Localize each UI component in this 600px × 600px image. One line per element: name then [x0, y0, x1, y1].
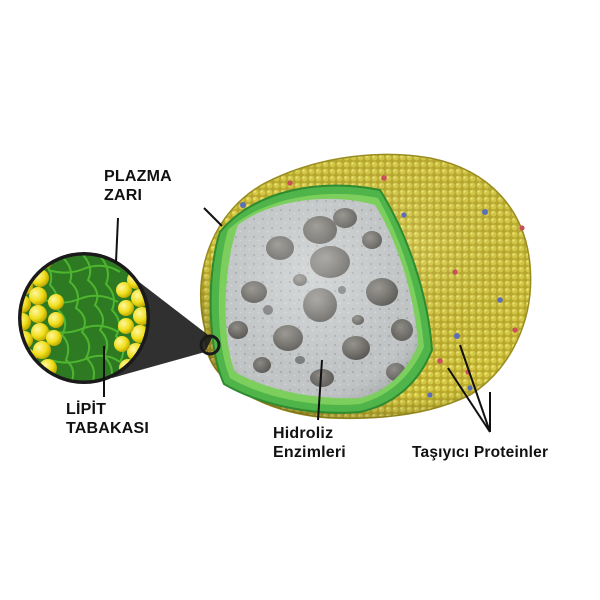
lipid-bilayer-inset — [18, 252, 221, 384]
pointer-transport-protein-2 — [447, 367, 491, 433]
transport-proteins-label-text: Taşıyıcı Proteinler — [412, 444, 549, 461]
hydrolytic-enzymes-label: Hidroliz Enzimleri — [273, 425, 346, 463]
pointer-lines — [103, 207, 491, 433]
plasma-membrane-label-line-1: PLAZMA — [104, 168, 172, 185]
transport-proteins-label: Taşıyıcı Proteinler — [412, 444, 548, 462]
pointer-plasma-membrane — [115, 217, 119, 263]
hydrolytic-enzymes-label-line-1: Hidroliz — [273, 425, 334, 442]
lipid-layer-label-line-1: LİPİT — [66, 401, 107, 418]
plasma-membrane-label: PLAZMA ZARI — [104, 168, 172, 206]
hydrolytic-enzymes-label-line-2: Enzimleri — [273, 443, 346, 461]
pointer-hydrolytic-enzymes — [317, 359, 323, 421]
pointer-plasma-membrane-cell — [203, 207, 223, 227]
pointer-transport-protein-1 — [459, 344, 491, 433]
transport-proteins — [240, 175, 525, 398]
lysosome-interior — [225, 198, 418, 399]
plasma-membrane-label-line-2: ZARI — [104, 186, 143, 204]
lipid-layer-label: LİPİT TABAKASI — [66, 401, 149, 439]
lysosome — [199, 153, 532, 420]
lipid-layer-label-line-2: TABAKASI — [66, 419, 150, 437]
